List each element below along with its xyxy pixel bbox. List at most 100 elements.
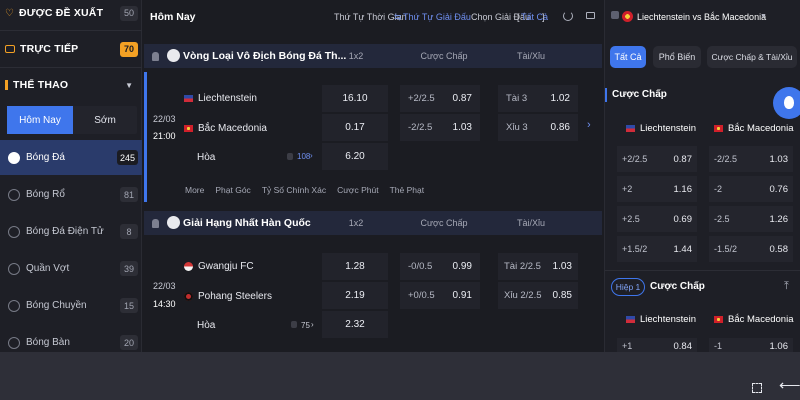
football-icon [8, 151, 20, 164]
handicap-option[interactable]: +2 1.16 [617, 176, 697, 202]
sidebar-item-basketball[interactable]: Bóng Rổ 81 [0, 177, 142, 212]
team-name: Liechtenstein [640, 123, 696, 134]
bell-icon[interactable] [152, 52, 159, 61]
chevron-down-icon: ▼ [125, 80, 133, 90]
home-team: Liechtenstein [184, 84, 257, 112]
handicap-option[interactable]: -2/2.5 1.03 [709, 146, 793, 172]
over-cell[interactable]: Tài 3 1.02 [498, 85, 578, 112]
handicap-option[interactable]: +1.5/2 1.44 [617, 236, 697, 262]
more-link[interactable]: More [185, 185, 205, 195]
league-name: Vòng Loại Vô Địch Bóng Đá Th... [183, 50, 347, 62]
day-tabs: Hôm Nay Sớm [7, 106, 137, 134]
choose-league-link[interactable]: Chọn Giải Đấu [471, 12, 531, 22]
sort-league-link[interactable]: Thứ Tự Giải Đấu [403, 12, 471, 22]
handicap-option[interactable]: -1.5/2 0.58 [709, 236, 793, 262]
bell-icon[interactable] [152, 219, 159, 228]
collapse-icon[interactable] [586, 12, 595, 19]
handicap-option[interactable]: -2 0.76 [709, 176, 793, 202]
live-count: 70 [120, 41, 138, 57]
tennis-icon [8, 262, 20, 275]
handicap-option[interactable]: +1 0.84 [617, 338, 697, 352]
handicap-away[interactable]: +0/0.5 0.91 [400, 282, 480, 309]
team-name: Gwangju FC [198, 260, 254, 272]
handicap-odds: 1.03 [452, 122, 472, 133]
arrow-left-icon[interactable]: ⟵ [779, 377, 800, 394]
match-title[interactable]: Liechtenstein vs Bắc Macedonia [637, 12, 767, 22]
all-link[interactable]: Tất Cả [521, 12, 549, 22]
handicap-line: +0/0.5 [408, 290, 435, 301]
odds-1x2-draw[interactable]: 6.20 [322, 143, 388, 170]
handicap-home[interactable]: +2/2.5 0.87 [400, 85, 480, 112]
divider [605, 270, 800, 271]
sport-label: Bóng Đá [26, 152, 65, 163]
handicap-line: -0/0.5 [408, 261, 433, 272]
away-team: Bắc Macedonia [184, 114, 267, 142]
home-team: Gwangju FC [184, 252, 254, 280]
fullscreen-icon[interactable] [752, 383, 762, 393]
chevron-right-icon[interactable]: › [587, 119, 591, 131]
sidebar-item-volleyball[interactable]: Bóng Chuyền 15 [0, 288, 142, 323]
odds-1x2-home[interactable]: 1.28 [322, 253, 388, 280]
handicap-option[interactable]: -2.5 1.26 [709, 206, 793, 232]
correct-score-link[interactable]: Tỷ Số Chính Xác [261, 185, 327, 195]
tab-popular[interactable]: Phổ Biến [653, 46, 701, 68]
line: -2 [714, 184, 723, 194]
team-logo-icon [184, 261, 193, 271]
stats-icon [291, 321, 297, 328]
tab-handicap-ou[interactable]: Cược Chấp & Tài/Xỉu [707, 46, 797, 68]
odds: 1.26 [769, 213, 789, 225]
section-marker [605, 88, 607, 102]
team-name: Pohang Steelers [198, 290, 272, 302]
sidebar-item-football[interactable]: Bóng Đá 245 [0, 140, 142, 175]
flame-shape [784, 96, 794, 109]
tab-early[interactable]: Sớm [94, 114, 116, 126]
league-header[interactable]: Giải Hạng Nhất Hàn Quốc 1x2 Cược Chấp Tà… [144, 211, 602, 235]
tab-all[interactable]: Tất Cả [610, 46, 646, 68]
sports-header[interactable]: THỂ THAO ▼ [0, 76, 142, 94]
cards-link[interactable]: Thẻ Phạt [389, 185, 425, 195]
sidebar-item-esports-football[interactable]: Bóng Đá Điện Tử 8 [0, 214, 142, 249]
live-row[interactable]: TRỰC TIẾP 70 [0, 40, 142, 58]
under-cell[interactable]: Xỉu 2/2.5 0.85 [498, 282, 578, 309]
line: -2/2.5 [714, 154, 738, 164]
sidebar-item-table-tennis[interactable]: Bóng Bàn 20 [0, 325, 142, 360]
divider [0, 30, 142, 31]
odds-1x2-home[interactable]: 16.10 [322, 85, 388, 112]
half-badge[interactable]: Hiệp 1 [611, 278, 645, 296]
odds-1x2-away[interactable]: 2.19 [322, 282, 388, 309]
over-cell[interactable]: Tài 2/2.5 1.03 [498, 253, 578, 280]
handicap-option[interactable]: +2/2.5 0.87 [617, 146, 697, 172]
tab-today[interactable]: Hôm Nay [7, 106, 73, 134]
refresh-icon[interactable] [563, 11, 573, 21]
handicap-option[interactable]: -1 1.06 [709, 338, 793, 352]
league-header[interactable]: Vòng Loại Vô Địch Bóng Đá Th... 1x2 Cược… [144, 44, 602, 68]
ou-line: Tài 2/2.5 [504, 261, 541, 272]
sort-time-link[interactable]: Thứ Tự Thời Gian [334, 12, 407, 22]
corner-link[interactable]: Phạt Góc [215, 185, 251, 195]
under-cell[interactable]: Xỉu 3 0.86 [498, 114, 578, 141]
more-bets-count[interactable]: 108 [297, 152, 311, 161]
chevron-right-icon[interactable]: › [310, 151, 313, 160]
fullscreen-icon[interactable] [611, 11, 619, 19]
pin-icon[interactable]: ⤒ [784, 280, 789, 292]
flag-icon [714, 125, 723, 132]
chevron-right-icon[interactable]: › [311, 320, 314, 329]
recommended-row[interactable]: ♡ ĐƯỢC ĐỀ XUẤT 50 [0, 4, 142, 22]
league-logo-icon [167, 49, 180, 62]
market-links: More Phạt Góc Tỷ Số Chính Xác Cược Phút … [185, 185, 424, 195]
sidebar-item-tennis[interactable]: Quần Vợt 39 [0, 251, 142, 286]
away-team-header: Bắc Macedonia [714, 123, 793, 134]
sports-header-label: THỂ THAO [13, 79, 69, 91]
odds: 0.87 [673, 153, 693, 165]
team-name: Liechtenstein [640, 314, 696, 325]
handicap-away[interactable]: -2/2.5 1.03 [400, 114, 480, 141]
minute-bet-link[interactable]: Cược Phút [337, 185, 379, 195]
handicap-home[interactable]: -0/0.5 0.99 [400, 253, 480, 280]
line: +2.5 [622, 214, 640, 224]
odds-1x2-away[interactable]: 0.17 [322, 114, 388, 141]
more-bets-count[interactable]: 75 [301, 321, 310, 330]
chevron-down-icon[interactable]: ▼ [760, 13, 767, 20]
handicap-option[interactable]: +2.5 0.69 [617, 206, 697, 232]
ou-line: Tài 3 [506, 93, 528, 104]
odds-1x2-draw[interactable]: 2.32 [322, 311, 388, 338]
